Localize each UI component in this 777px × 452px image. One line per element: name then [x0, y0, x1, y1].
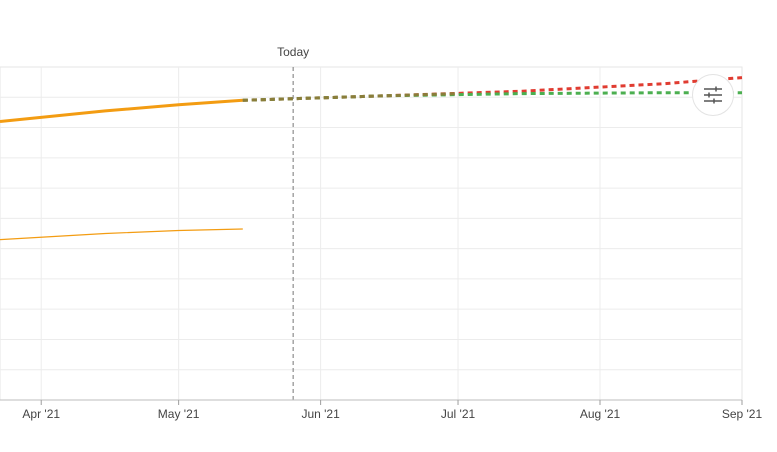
- x-tick-label: Sep '21: [722, 407, 763, 421]
- x-tick-label: Aug '21: [580, 407, 621, 421]
- x-tick-label: Apr '21: [22, 407, 60, 421]
- series-line-1: [0, 98, 243, 123]
- x-axis: Apr '21 May '21 Jun '21 Jul '21 Aug '21 Sep '…: [0, 399, 763, 421]
- series-line-2: [0, 228, 243, 241]
- x-tick-label: Jul '21: [441, 407, 476, 421]
- series-line-5: [242, 92, 459, 102]
- chart-settings-button[interactable]: [692, 74, 734, 116]
- series-layer: [0, 76, 743, 241]
- today-label: Today: [277, 45, 309, 59]
- today-layer: Today: [277, 45, 309, 400]
- x-tick-label: May '21: [158, 407, 200, 421]
- grid-layer: [0, 66, 743, 401]
- x-tick-label: Jun '21: [301, 407, 340, 421]
- sliders-icon: [704, 86, 722, 104]
